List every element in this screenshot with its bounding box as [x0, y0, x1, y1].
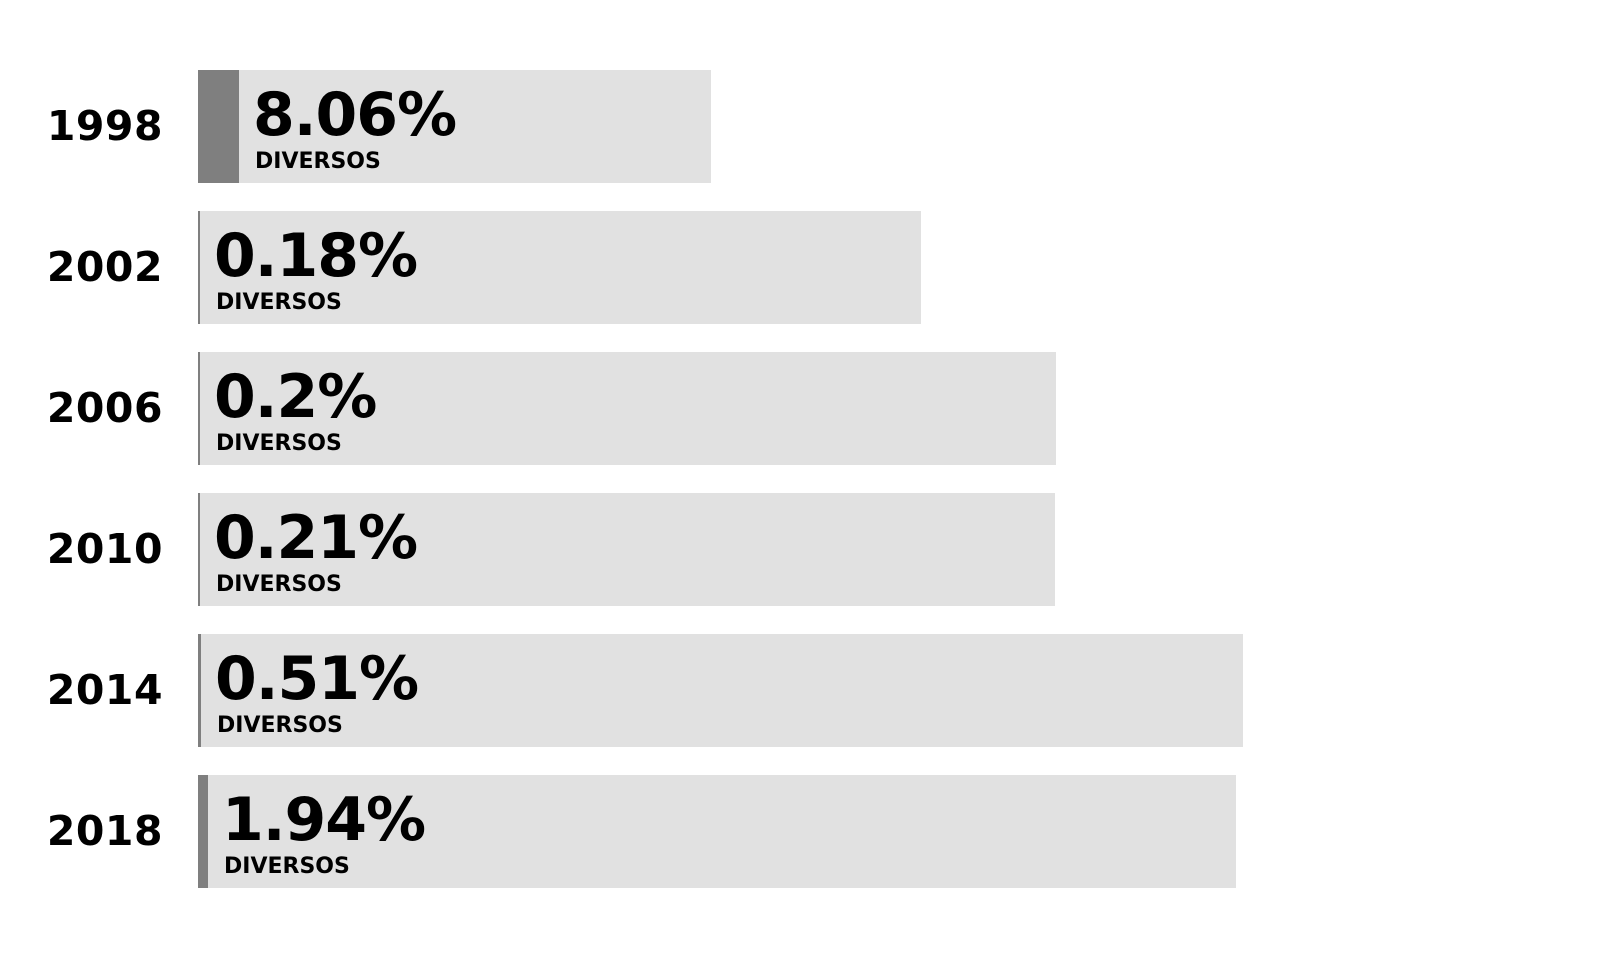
bar-background-2014: 0.51% DIVERSOS	[198, 634, 1243, 747]
bar-row-2018: 2018 1.94% DIVERSOS	[0, 775, 1600, 888]
bar-background-2018: 1.94% DIVERSOS	[198, 775, 1236, 888]
bar-background-2002: 0.18% DIVERSOS	[198, 211, 921, 324]
category-label-2014: 2014	[46, 666, 163, 714]
bar-row-2006: 2006 0.2% DIVERSOS	[0, 352, 1600, 465]
item-label-2010: DIVERSOS	[216, 572, 342, 597]
bar-row-2002: 2002 0.18% DIVERSOS	[0, 211, 1600, 324]
bar-row-1998: 1998 8.06% DIVERSOS	[0, 70, 1600, 183]
item-label-2006: DIVERSOS	[216, 431, 342, 456]
category-label-2006: 2006	[46, 384, 163, 432]
bar-fill-2006	[198, 352, 200, 465]
category-label-2010: 2010	[46, 525, 163, 573]
category-label-2002: 2002	[46, 243, 163, 291]
bar-background-2006: 0.2% DIVERSOS	[198, 352, 1056, 465]
bar-background-2010: 0.21% DIVERSOS	[198, 493, 1055, 606]
bar-row-2010: 2010 0.21% DIVERSOS	[0, 493, 1600, 606]
item-label-2018: DIVERSOS	[224, 854, 350, 879]
bar-row-2014: 2014 0.51% DIVERSOS	[0, 634, 1600, 747]
bar-fill-2010	[198, 493, 200, 606]
item-label-1998: DIVERSOS	[255, 149, 381, 174]
item-label-2002: DIVERSOS	[216, 290, 342, 315]
bar-fill-2002	[198, 211, 200, 324]
bar-fill-2014	[198, 634, 201, 747]
value-label-2010: 0.21%	[214, 503, 418, 573]
bar-fill-1998	[198, 70, 239, 183]
value-label-2006: 0.2%	[214, 362, 377, 432]
category-label-2018: 2018	[46, 807, 163, 855]
category-label-1998: 1998	[46, 102, 163, 150]
value-label-2002: 0.18%	[214, 221, 418, 291]
bar-fill-2018	[198, 775, 208, 888]
value-label-2014: 0.51%	[215, 644, 419, 714]
bar-background-1998: 8.06% DIVERSOS	[198, 70, 711, 183]
value-label-1998: 8.06%	[253, 80, 457, 150]
value-label-2018: 1.94%	[222, 785, 426, 855]
item-label-2014: DIVERSOS	[217, 713, 343, 738]
